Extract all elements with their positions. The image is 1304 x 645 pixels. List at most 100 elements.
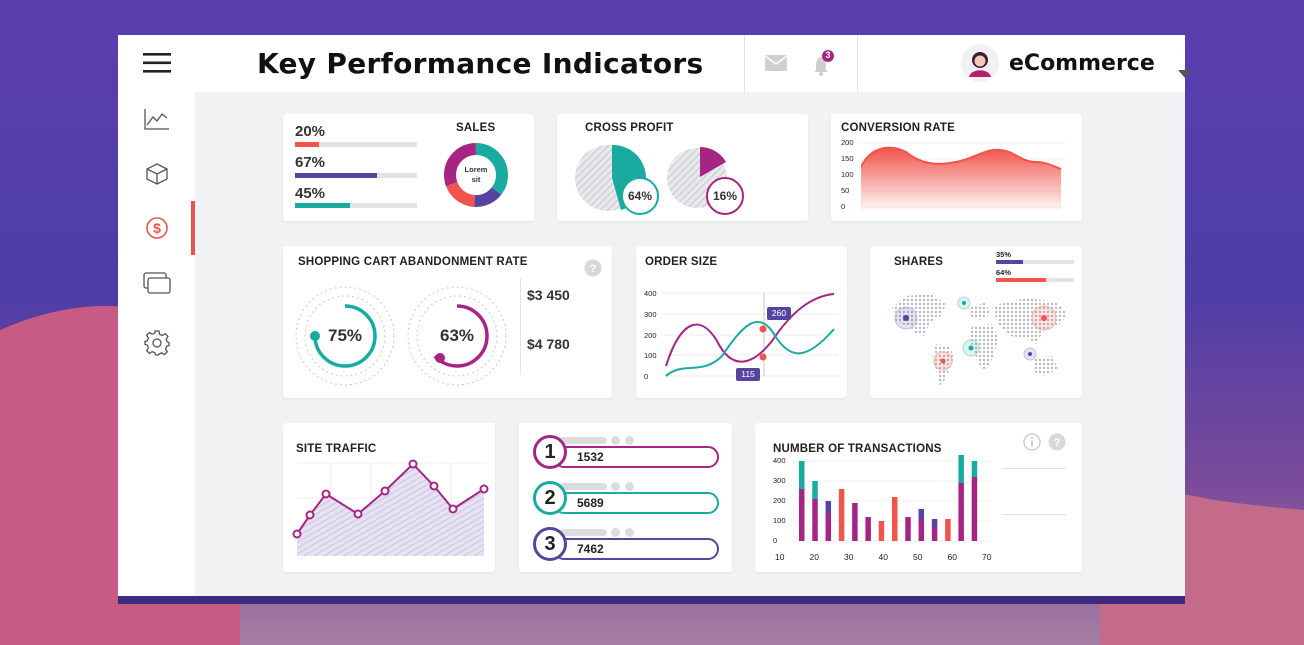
order-size-card: ORDER SIZE 400 300 200 100 0 260 115 [636,246,847,398]
site-traffic-chart [292,459,489,556]
callout-label: 260 [771,308,787,318]
placeholder-bar [559,437,607,444]
shares-bar [996,278,1074,282]
info-icon[interactable] [1023,433,1041,451]
sidebar: $ [118,35,195,596]
bar [971,461,978,477]
bar [838,489,845,541]
list-item: 2 5689 [533,481,723,517]
placeholder-dot [611,482,620,491]
placeholder-dot [611,436,620,445]
cards-icon[interactable] [118,263,195,303]
cross-profit-card: CROSS PROFIT 64% 16% [557,114,808,221]
bar [891,497,898,541]
rank-value: 7462 [553,538,719,560]
x-tick: 50 [913,552,923,562]
bar [825,513,832,541]
sales-bar [295,203,417,208]
account-name[interactable]: eCommerce [1009,51,1155,76]
bar [931,527,938,541]
page-title: Key Performance Indicators [257,47,704,80]
divider [520,278,521,374]
card-title: ORDER SIZE [645,256,718,268]
bar [905,517,911,541]
bar [812,499,818,541]
amount-value: $4 780 [527,336,570,352]
y-tick: 150 [841,154,854,163]
amount-value: $3 450 [527,287,570,303]
placeholder-bar [559,483,607,490]
svg-text:?: ? [1054,437,1061,449]
y-tick: 300 [644,310,657,319]
y-tick: 200 [644,331,657,340]
bar [825,501,832,513]
bar [865,517,871,541]
bar [918,509,925,519]
help-icon[interactable]: ? [1048,433,1066,451]
y-tick: 50 [841,186,850,195]
x-tick: 60 [947,552,957,562]
rank-value: 5689 [553,492,719,514]
sales-bar-label: 67% [295,154,326,171]
bar [812,481,818,499]
card-title: SALES [456,122,496,134]
y-tick: 0 [644,372,649,381]
y-tick: 100 [644,351,657,360]
conversion-rate-card: CONVERSION RATE 200 150 100 50 0 [831,114,1082,221]
y-tick: 100 [841,170,854,179]
world-map [892,294,1068,386]
mail-icon[interactable] [764,55,788,76]
order-size-line-chart [662,292,838,381]
legend-line [1002,468,1066,469]
y-tick: 400 [644,289,657,298]
y-tick: 100 [773,516,786,525]
card-title: SHARES [894,256,944,268]
rank-value: 1532 [553,446,719,468]
shares-bar [996,260,1074,264]
sales-card: SALES 20% 67% 45% Lorem sit [283,114,534,221]
ranking-card: 1 1532 2 5689 3 7462 [519,423,732,572]
help-icon[interactable]: ? [584,259,602,277]
card-title: CROSS PROFIT [585,122,674,134]
box-icon[interactable] [118,154,195,194]
card-title: SITE TRAFFIC [296,443,377,455]
sales-bar [295,142,417,147]
placeholder-dot [611,528,620,537]
dollar-icon[interactable]: $ [118,208,195,248]
sales-bar-label: 45% [295,185,326,202]
gauge-value: 75% [327,326,363,345]
site-traffic-card: SITE TRAFFIC [283,423,495,572]
cart-abandonment-card: SHOPPING CART ABANDONMENT RATE ? 75% 63%… [283,246,612,398]
shares-bar-label: 64% [996,268,1012,277]
x-tick: 10 [775,552,785,562]
y-tick: 0 [841,202,846,211]
list-item: 1 1532 [533,435,723,471]
y-tick: 200 [841,138,854,147]
chevron-down-icon[interactable] [1178,66,1192,84]
svg-text:?: ? [590,263,597,275]
card-title: CONVERSION RATE [841,122,955,134]
dashboard-window: $ Key Performance Indicators 3 eCommerce [118,35,1192,596]
list-item: 3 7462 [533,527,723,563]
menu-icon[interactable] [118,43,195,83]
cart-gauges [295,286,507,386]
conversion-area-chart [861,142,1066,210]
bar [931,519,938,527]
line-chart-icon[interactable] [118,99,195,139]
donut-center-label: Lorem sit [464,165,488,184]
bar [971,477,978,541]
sales-donut-chart [444,143,508,207]
top-header: Key Performance Indicators 3 eCommerce [195,35,1192,92]
bar [798,489,805,541]
bar [878,521,885,541]
shares-bar-label: 35% [996,250,1012,259]
bell-icon[interactable]: 3 [807,49,835,82]
avatar[interactable] [960,43,1000,88]
placeholder-bar [559,529,607,536]
cross-profit-value: 16% [712,189,738,203]
rank-number: 2 [533,481,567,515]
svg-text:$: $ [153,220,161,236]
sales-bar [295,173,417,178]
rank-number: 3 [533,527,567,561]
gear-icon[interactable] [118,323,195,363]
